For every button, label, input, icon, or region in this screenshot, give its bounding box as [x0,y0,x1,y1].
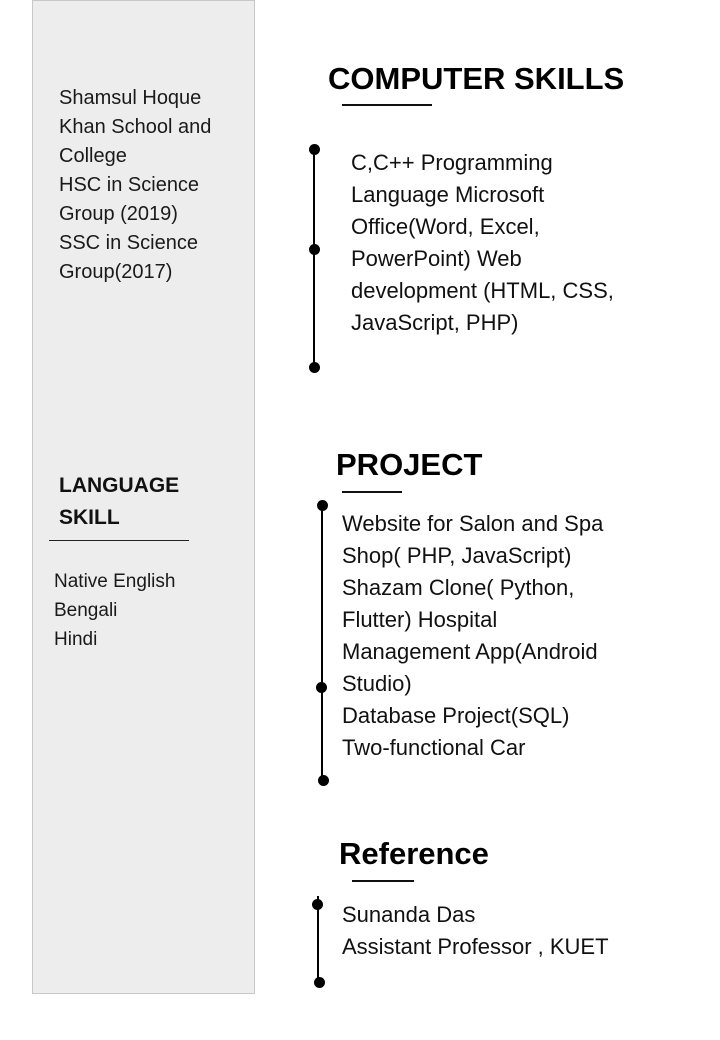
reference-line: Sunanda Das [342,902,476,927]
education-line: Shamsul Hoque [59,87,202,109]
language-skill-heading: LANGUAGE SKILL [59,470,219,534]
project-line: Two-functional Car [342,735,526,760]
education-line: College [59,145,127,167]
project-line: Website for Salon and Spa [342,511,604,536]
sidebar-panel [32,0,255,994]
reference-underline [352,880,414,882]
language-list: Native English Bengali Hindi [54,567,234,654]
timeline-dot [312,899,323,910]
timeline-dot [318,775,329,786]
project-timeline [321,506,323,781]
computer-skills-line: development (HTML, CSS, [351,278,614,303]
computer-skills-line: Language Microsoft [351,182,545,207]
computer-skills-timeline [313,150,315,368]
project-line: Database Project(SQL) [342,703,570,728]
project-underline [342,491,402,493]
language-item: Bengali [54,600,118,621]
timeline-dot [317,500,328,511]
timeline-dot [309,144,320,155]
language-item: Native English [54,571,176,592]
education-line: Khan School and [59,116,212,138]
reference-text: Sunanda Das Assistant Professor , KUET [342,899,609,963]
reference-timeline [317,896,319,984]
timeline-dot [309,362,320,373]
project-line: Management App(Android [342,639,598,664]
computer-skills-line: C,C++ Programming [351,150,553,175]
education-line: HSC in Science [59,174,200,196]
language-heading-underline [49,540,189,541]
computer-skills-underline [342,104,432,106]
education-line: Group(2017) [59,261,173,283]
project-title: PROJECT [336,447,483,482]
computer-skills-line: JavaScript, PHP) [351,310,519,335]
education-line: Group (2019) [59,203,178,225]
computer-skills-title: COMPUTER SKILLS [328,61,625,96]
project-text: Website for Salon and Spa Shop( PHP, Jav… [342,508,603,764]
reference-line: Assistant Professor , KUET [342,934,609,959]
timeline-dot [309,244,320,255]
education-line: SSC in Science [59,232,198,254]
computer-skills-line: PowerPoint) Web [351,246,522,271]
language-heading-line: LANGUAGE [59,474,180,497]
computer-skills-line: Office(Word, Excel, [351,214,540,239]
reference-title: Reference [339,836,489,871]
timeline-dot [314,977,325,988]
computer-skills-text: C,C++ Programming Language Microsoft Off… [351,147,614,339]
project-line: Flutter) Hospital [342,607,498,632]
project-line: Shop( PHP, JavaScript) [342,543,572,568]
project-line: Shazam Clone( Python, [342,575,575,600]
timeline-dot [316,682,327,693]
project-line: Studio) [342,671,412,696]
language-item: Hindi [54,629,98,650]
language-heading-line: SKILL [59,506,120,529]
education-list: Shamsul Hoque Khan School and College HS… [59,84,239,287]
